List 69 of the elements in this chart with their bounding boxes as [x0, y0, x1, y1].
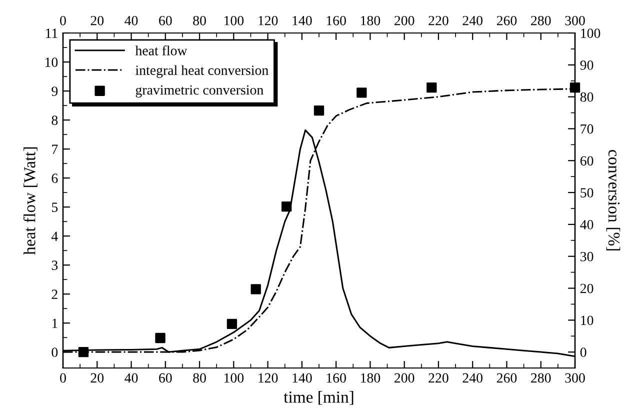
x-tick-label: 240	[462, 373, 482, 383]
x-tick-label: 80	[193, 373, 206, 383]
y2-tick-label: 90	[580, 60, 594, 70]
y-tick-label: 0	[52, 348, 58, 358]
x-tick-label: 160	[326, 373, 346, 383]
x-tick-label: 20	[90, 373, 104, 383]
y2-tick-label: 20	[580, 284, 594, 294]
y2-tick-label: 100	[581, 28, 600, 38]
x2-tick-label: 160	[326, 16, 346, 26]
x-tick-label: 260	[496, 373, 517, 383]
y-tick-label: 1	[52, 318, 58, 328]
point	[155, 332, 166, 344]
x-tick-label: 120	[258, 373, 278, 383]
x-tick-label: 200	[394, 373, 414, 383]
y-tick-label: 4	[51, 232, 58, 241]
x-tick-label: 40	[124, 373, 138, 383]
x-tick-label: 280	[531, 373, 551, 383]
y2-tick-label: 30	[580, 252, 594, 262]
x2-tick-label: 200	[394, 16, 414, 26]
y-tick-label: 10	[45, 58, 58, 67]
point	[356, 88, 367, 98]
point	[250, 284, 261, 294]
x2-tick-label: 100	[224, 16, 244, 26]
x-tick-label: 100	[224, 373, 244, 383]
y2-tick-label: 80	[580, 92, 594, 102]
x2-tick-label: 80	[193, 16, 206, 26]
x-tick-label: 60	[159, 373, 172, 383]
x-tick-label: 0	[60, 373, 66, 383]
y-tick-label: 8	[52, 116, 58, 125]
x2-tick-label: 40	[124, 16, 138, 26]
y2-tick-label: 50	[580, 188, 594, 198]
x2-tick-label: 140	[292, 16, 312, 26]
point	[78, 346, 89, 358]
y-tick-label: 2	[52, 290, 58, 299]
x-tick-label: 140	[292, 373, 312, 383]
y-tick-label: 5	[52, 202, 58, 212]
x-tick-label: 180	[361, 373, 380, 383]
x-axis-title: time [min]	[284, 391, 354, 405]
legend-label: heat flow	[135, 45, 188, 56]
y2-tick-label: 40	[580, 220, 594, 230]
x-tick-label: 220	[428, 373, 448, 383]
y-tick-label: 11	[46, 28, 58, 38]
y-tick-label: 9	[52, 86, 58, 96]
x2-tick-label: 180	[361, 16, 380, 26]
point	[226, 318, 238, 330]
y2-tick-label: 70	[580, 124, 594, 134]
legend-label: integral heat conversion	[136, 65, 268, 78]
y-tick-label: 6	[52, 174, 58, 183]
point	[426, 82, 437, 93]
x-tick-label: 300	[565, 373, 585, 383]
x2-tick-label: 220	[428, 16, 448, 26]
y-tick-label: 7	[52, 144, 58, 154]
x2-tick-label: 300	[565, 16, 585, 26]
y-axis-title: heat flow [Watt]	[23, 147, 38, 255]
x2-tick-label: 280	[531, 16, 551, 26]
point	[314, 105, 324, 116]
y-tick-label: 3	[52, 260, 58, 270]
legend-label: gravimetric conversion	[136, 85, 264, 98]
y2-tick-label: 10	[581, 316, 594, 326]
x2-tick-label: 20	[90, 16, 104, 26]
x2-tick-label: 0	[60, 16, 66, 26]
x2-tick-label: 240	[462, 16, 482, 26]
point	[281, 201, 292, 212]
x2-tick-label: 60	[159, 16, 172, 26]
x2-tick-label: 260	[496, 16, 517, 26]
y2-tick-label: 0	[580, 348, 586, 358]
x2-tick-label: 120	[258, 16, 278, 26]
y2-tick-label: 60	[580, 156, 594, 166]
y2-axis-title: conversion [%]	[606, 150, 620, 250]
